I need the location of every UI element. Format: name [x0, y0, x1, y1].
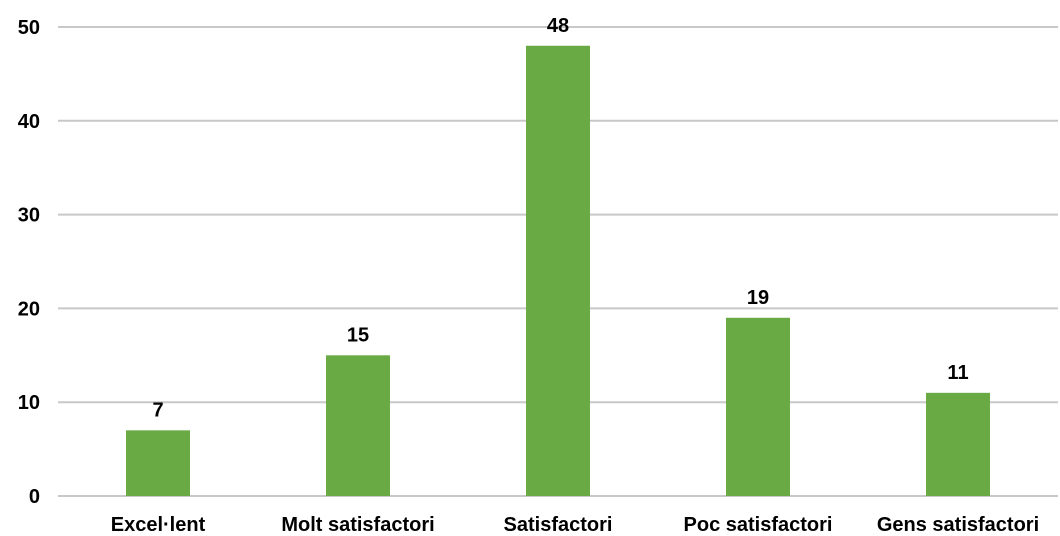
y-tick-label: 0: [29, 486, 40, 508]
y-tick-label: 50: [18, 17, 40, 39]
x-category-label: Satisfactori: [504, 514, 613, 536]
bar-data-label: 48: [547, 15, 569, 37]
bar-1: [326, 355, 390, 496]
x-category-label: Excel·lent: [111, 514, 206, 536]
bars: [126, 45, 990, 496]
bar-data-label: 15: [347, 324, 369, 346]
bar-4: [926, 392, 990, 496]
y-tick-label: 40: [18, 111, 40, 133]
y-tick-label: 30: [18, 205, 40, 227]
data-labels: 7 15 48 19 11: [152, 15, 968, 422]
bar-data-label: 11: [947, 362, 968, 384]
x-category-label: Gens satisfactori: [877, 514, 1039, 536]
x-category-label: Molt satisfactori: [281, 514, 434, 536]
bar-0: [126, 430, 190, 496]
x-category-label: Poc satisfactori: [684, 514, 833, 536]
bar-2: [526, 45, 590, 496]
bar-data-label: 7: [152, 399, 163, 421]
y-tick-label: 10: [18, 392, 40, 414]
y-axis-ticks: 0 10 20 30 40 50: [18, 17, 40, 508]
bar-data-label: 19: [747, 287, 769, 309]
x-axis-categories: Excel·lent Molt satisfactori Satisfactori P…: [111, 514, 1039, 536]
y-tick-label: 20: [18, 298, 40, 320]
bar-3: [726, 317, 790, 496]
